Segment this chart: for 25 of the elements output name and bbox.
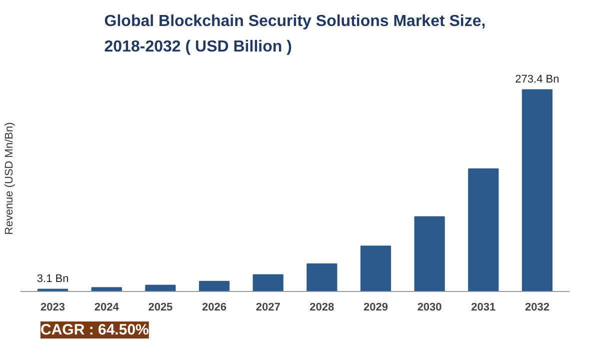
- x-tick-label: 2031: [471, 302, 496, 314]
- text: CAGR : 64.50%: [40, 322, 149, 338]
- x-tick-label: 2030: [417, 302, 442, 314]
- x-tick-label: 2032: [524, 302, 550, 314]
- data-label: 273.4 Bn: [515, 74, 560, 86]
- bar: [91, 287, 122, 292]
- x-tick-label: 2029: [364, 302, 388, 314]
- bar: [360, 246, 392, 292]
- x-tick-label: 2024: [94, 302, 120, 314]
- x-tick-label: 2025: [148, 302, 173, 314]
- bar: [252, 274, 284, 292]
- bar: [468, 168, 499, 292]
- bar: [306, 263, 338, 292]
- bar: [198, 280, 230, 292]
- y-axis-title: Revenue (USD Mn/Bn): [4, 122, 16, 235]
- bar: [522, 89, 553, 292]
- bar: [37, 288, 68, 292]
- bar: [414, 216, 445, 292]
- x-tick-label: 2028: [310, 302, 334, 314]
- data-label: 3.1 Bn: [36, 273, 69, 286]
- x-tick-label: 2026: [202, 302, 227, 314]
- chart-title: Global Blockchain Security Solutions Market Size, 2018-2032 ( USD Billion ): [104, 13, 486, 56]
- x-tick-label: 2027: [256, 302, 280, 314]
- bar: [145, 284, 176, 292]
- x-tick-label: 2023: [40, 302, 66, 314]
